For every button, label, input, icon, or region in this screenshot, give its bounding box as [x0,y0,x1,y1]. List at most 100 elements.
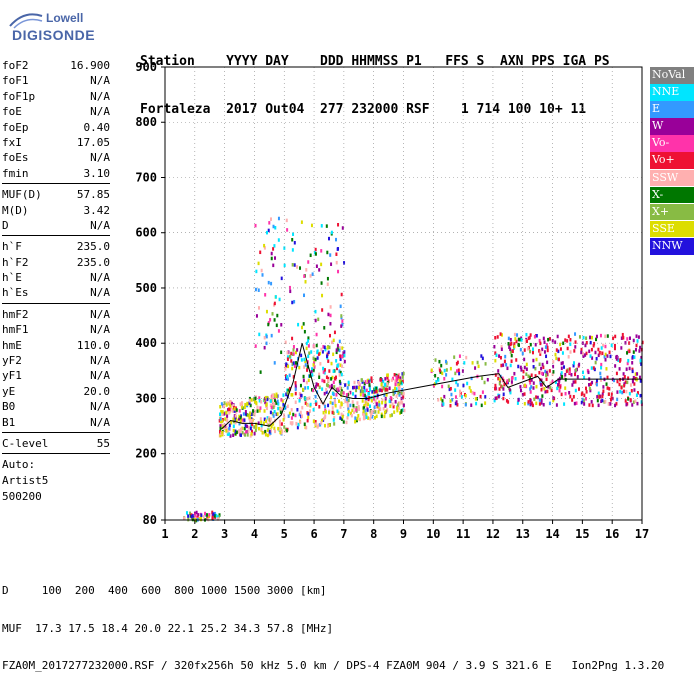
echo-point [249,419,252,423]
echo-point [291,361,294,366]
echo-point [272,414,275,418]
echo-point [592,343,595,348]
echo-point [342,391,345,395]
echo-point [601,398,604,403]
echo-point [498,381,501,386]
echo-point [273,301,276,306]
echo-point [308,396,311,400]
echo-point [541,362,544,367]
echo-point [317,352,320,356]
echo-point [191,514,194,518]
echo-point [232,428,235,433]
echo-point [238,421,241,426]
echo-point [311,373,314,377]
echo-point [580,347,583,352]
echo-point [494,373,497,377]
echo-point [548,369,551,373]
echo-point [593,341,596,346]
echo-point [440,363,443,368]
echo-point [321,387,324,391]
echo-point [183,516,186,521]
echo-point [327,383,330,388]
echo-point [546,348,549,353]
echo-point [353,380,356,385]
echo-point [381,400,384,405]
echo-point [530,401,533,406]
echo-point [589,388,592,393]
param-name: fmin [2,166,29,180]
echo-point [337,269,340,274]
echo-point [265,334,268,339]
echo-point [247,429,250,434]
echo-point [589,335,592,340]
echo-point [294,400,297,404]
echo-point [628,366,631,371]
echo-point [373,405,376,409]
echo-point [384,409,387,414]
legend-item-vo-: Vo- [650,135,694,152]
echo-point [331,401,334,406]
echo-point [226,428,229,432]
echo-point [631,367,634,372]
echo-point [498,354,501,358]
echo-point [516,333,519,337]
echo-point [535,334,538,338]
echo-point [340,386,343,391]
echo-point [378,403,381,407]
echo-point [388,386,391,391]
echo-point [562,365,565,369]
param-value: N/A [90,400,110,414]
echo-point [255,425,258,429]
echo-point [314,309,317,314]
echo-point [249,411,252,415]
param-row: B1 N/A [2,415,110,430]
echo-point [268,418,271,422]
echo-point [495,396,498,400]
echo-point [519,388,522,393]
echo-point [307,386,310,390]
echo-point [282,393,285,397]
echo-point [493,398,496,403]
echo-point [584,353,587,357]
echo-point [544,345,547,349]
echo-point [573,349,576,353]
legend-item-vo-: Vo+ [650,152,694,170]
echo-point [265,309,268,314]
echo-point [218,513,221,517]
echo-point [530,385,533,389]
echo-point [327,410,330,415]
echo-point [243,418,246,422]
param-row: yE 20.0 [2,384,110,399]
echo-point [634,348,637,352]
echo-point [270,256,273,261]
echo-point [581,391,584,395]
echo-point [389,396,392,400]
echo-point [291,248,294,252]
echo-point [628,349,631,354]
echo-point [539,352,542,356]
echo-point [623,375,626,379]
echo-point [519,365,522,370]
echo-point [541,394,544,398]
echo-point [379,407,382,411]
echo-point [370,398,373,403]
echo-point [315,382,318,386]
echo-point [341,354,344,359]
echo-point [513,342,516,346]
echo-point [302,322,305,326]
echo-point [269,422,272,426]
param-row: hmF2 N/A [2,307,110,322]
echo-point [296,265,299,269]
echo-point [239,415,242,420]
echo-point [392,392,395,397]
echo-point [329,400,332,405]
echo-point [248,425,251,430]
echo-point [327,359,330,363]
echo-point [630,389,633,393]
echo-point [503,359,506,364]
echo-point [515,339,518,344]
echo-point [347,382,350,387]
echo-point [375,386,378,391]
echo-point [583,375,586,380]
param-row: foF1 N/A [2,73,110,88]
